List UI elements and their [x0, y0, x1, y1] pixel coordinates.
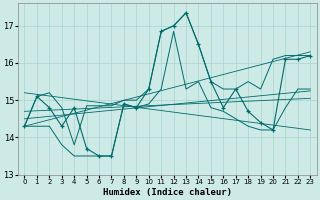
X-axis label: Humidex (Indice chaleur): Humidex (Indice chaleur) [103, 188, 232, 197]
